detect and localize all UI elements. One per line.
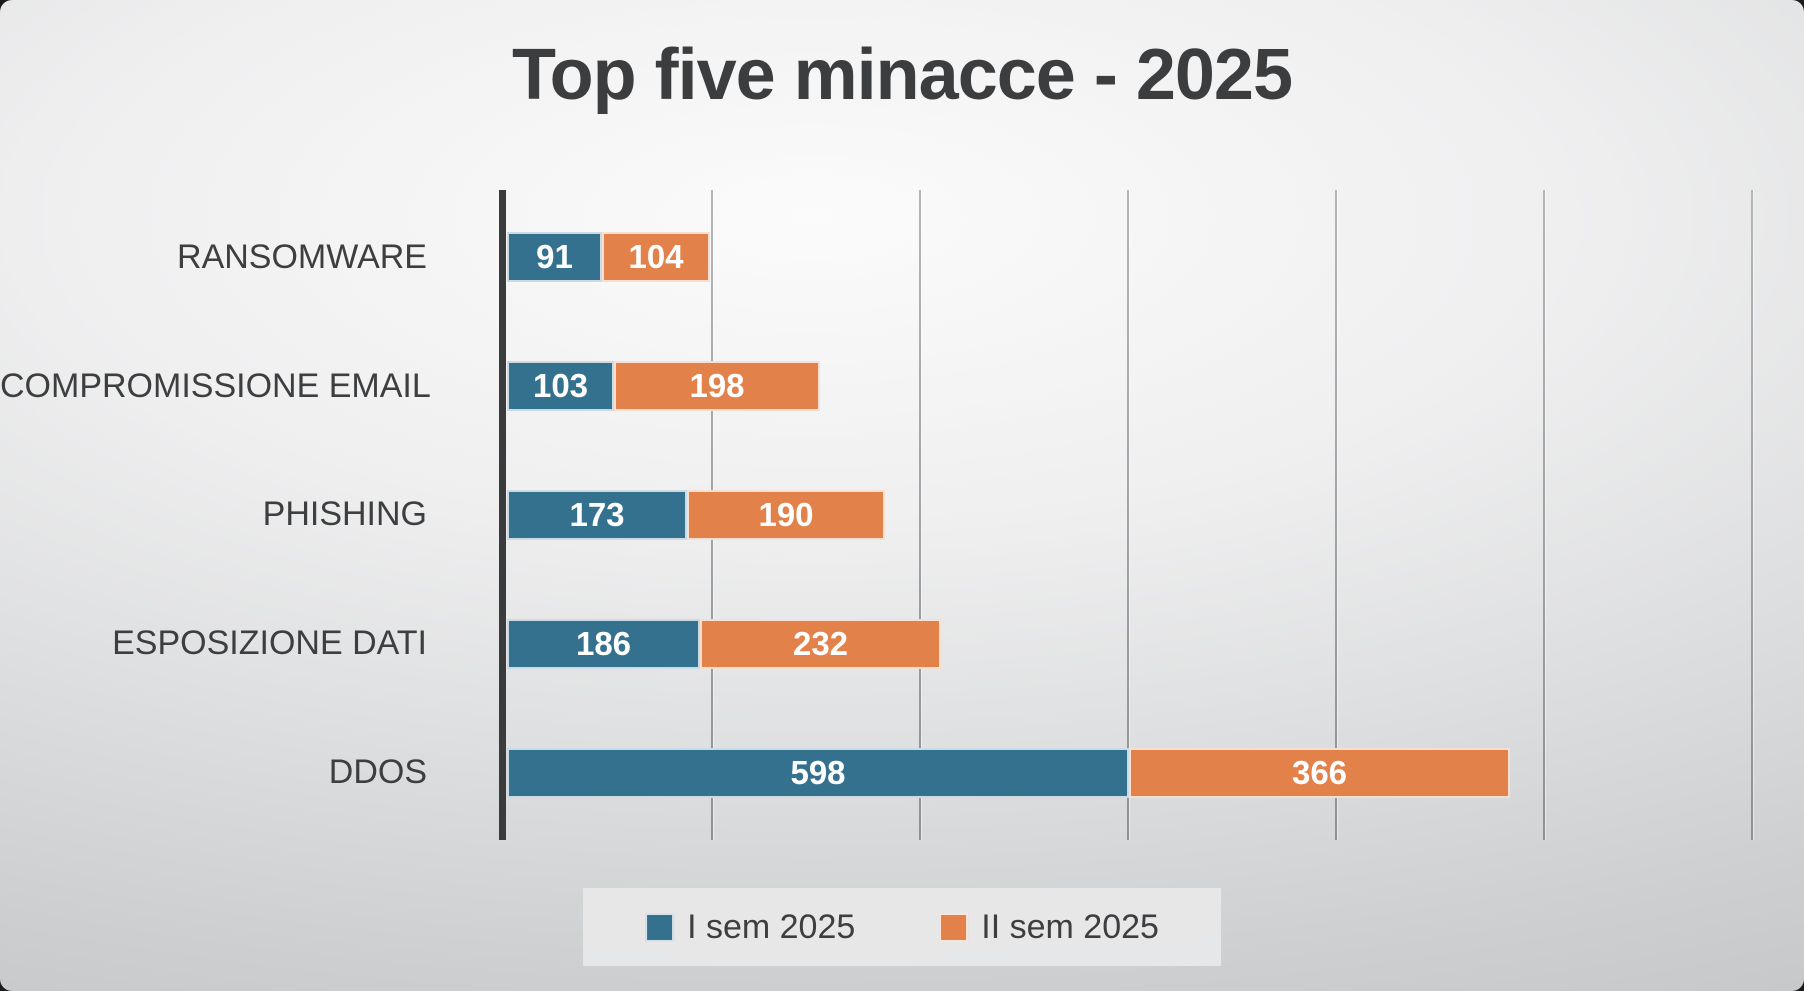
- chart-row: PHISHING 173 190: [0, 451, 1804, 580]
- bar-segment: 104: [602, 232, 710, 283]
- bar-segment: 598: [507, 747, 1129, 798]
- bar-value-label: 103: [532, 367, 589, 405]
- bar-segment: 186: [507, 618, 700, 669]
- stacked-bar-chart: RANSOMWARE 91 104 COMPROMISSIONE EMAIL 1…: [0, 190, 1804, 840]
- bar-group: 103 198: [507, 361, 820, 412]
- bar-value-label: 91: [536, 238, 573, 276]
- legend-item-sem1: I sem 2025: [645, 908, 855, 947]
- bar-value-label: 186: [575, 624, 632, 662]
- bar-value-label: 198: [689, 367, 745, 405]
- bar-value-label: 232: [792, 624, 849, 662]
- legend-label: I sem 2025: [687, 907, 856, 946]
- chart-row: ESPOSIZIONE DATI 186 232: [0, 579, 1804, 708]
- bar-segment: 190: [687, 489, 885, 540]
- bar-segment: 232: [700, 618, 941, 669]
- chart-rows: RANSOMWARE 91 104 COMPROMISSIONE EMAIL 1…: [0, 193, 1804, 837]
- gridline: [1127, 190, 1129, 840]
- bar-group: 91 104: [507, 232, 710, 283]
- category-label: PHISHING: [262, 495, 427, 534]
- gridline: [1543, 190, 1545, 840]
- bar-group: 173 190: [507, 489, 885, 540]
- category-label: RANSOMWARE: [177, 237, 427, 276]
- bar-group: 186 232: [507, 618, 941, 669]
- legend-label: II sem 2025: [981, 907, 1159, 946]
- legend-swatch: [939, 912, 969, 942]
- gridline: [1335, 190, 1337, 840]
- category-axis-line: [499, 190, 506, 840]
- legend: I sem 2025 II sem 2025: [583, 888, 1221, 966]
- bar-value-label: 104: [628, 238, 684, 276]
- legend-swatch: [645, 912, 675, 942]
- category-label: DDOS: [328, 753, 427, 792]
- chart-row: COMPROMISSIONE EMAIL 103 198: [0, 322, 1804, 451]
- bar-segment: 198: [614, 361, 820, 412]
- bar-segment: 91: [507, 232, 602, 283]
- gridline: [919, 190, 921, 840]
- legend-item-sem2: II sem 2025: [939, 908, 1159, 947]
- bar-value-label: 173: [569, 495, 625, 533]
- bar-value-label: 366: [1291, 753, 1348, 791]
- bar-group: 598 366: [507, 747, 1510, 798]
- bar-segment: 103: [507, 361, 614, 412]
- bar-segment: 173: [507, 489, 687, 540]
- chart-row: RANSOMWARE 91 104: [0, 193, 1804, 322]
- category-label: ESPOSIZIONE DATI: [112, 624, 427, 663]
- bar-value-label: 190: [758, 495, 814, 533]
- bar-segment: 366: [1129, 747, 1510, 798]
- category-label: COMPROMISSIONE EMAIL: [0, 366, 431, 405]
- bar-value-label: 598: [790, 753, 846, 791]
- chart-title: Top five minacce - 2025: [511, 35, 1293, 115]
- chart-row: DDOS 598 366: [0, 708, 1804, 837]
- gridline: [1751, 190, 1753, 840]
